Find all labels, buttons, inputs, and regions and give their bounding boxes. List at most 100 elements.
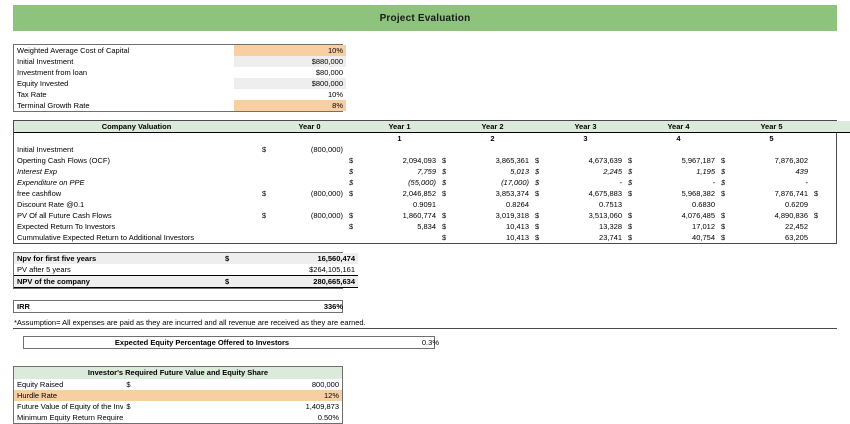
valuation-cell-value[interactable]: (55,000) [408, 178, 436, 187]
valuation-cell-value[interactable]: 17,012 [692, 222, 715, 231]
valuation-cell-value[interactable]: 425,344,003 [825, 188, 850, 199]
valuation-cell-currency: $ [628, 189, 633, 198]
valuation-cell-value[interactable]: 1,860,774 [402, 211, 436, 220]
investor-row-value[interactable]: 12% [232, 390, 342, 401]
valuation-cell-value[interactable] [273, 166, 346, 177]
valuation-cell-value[interactable]: 10,413 [506, 222, 529, 231]
valuation-cell-value[interactable]: 3,513,060 [588, 211, 622, 220]
valuation-cell-currency: $ [442, 233, 447, 242]
npv-row-currency: $ [222, 253, 246, 264]
valuation-cell-value[interactable] [825, 155, 850, 166]
valuation-cell-value[interactable]: 4,076,485 [681, 211, 715, 220]
valuation-cell-value[interactable] [273, 155, 346, 166]
valuation-cell-value[interactable]: (800,000) [310, 145, 343, 154]
investor-row-currency: $ [123, 379, 233, 390]
investor-row-value[interactable]: 0.50% [232, 412, 342, 423]
valuation-row-label: free cashflow [17, 189, 62, 198]
valuation-cell-currency: $ [628, 156, 633, 165]
valuation-cell-currency: $ [442, 211, 447, 220]
valuation-cell-value[interactable]: 4,673,639 [588, 156, 622, 165]
valuation-cell-value[interactable] [825, 232, 850, 243]
valuation-row-label: Discount Rate @0.1 [17, 200, 85, 209]
valuation-cell-value[interactable] [825, 144, 850, 155]
valuation-cell-value[interactable] [825, 221, 850, 232]
valuation-cell-value[interactable]: 3,865,361 [495, 156, 529, 165]
valuation-cell-value[interactable]: 2,094,093 [402, 156, 436, 165]
valuation-cell-value[interactable]: 5,834 [417, 222, 436, 231]
valuation-cell-value[interactable]: 40,754 [692, 233, 715, 242]
period-number-currency-0 [259, 133, 273, 145]
valuation-cell-value[interactable]: 439 [795, 167, 808, 176]
valuation-cell-value[interactable]: 7,876,741 [774, 189, 808, 198]
valuation-cell-value[interactable]: - [712, 178, 716, 187]
assumption-label: Terminal Growth Rate [14, 100, 234, 111]
investor-row-label: Equity Raised [14, 379, 124, 390]
valuation-cell-value[interactable] [360, 144, 439, 155]
valuation-cell-currency [259, 155, 273, 166]
valuation-cell-currency: $ [349, 222, 354, 231]
valuation-cell-value[interactable]: 63,205 [785, 233, 808, 242]
valuation-cell-value[interactable]: 13,328 [599, 222, 622, 231]
valuation-cell-value[interactable] [825, 199, 850, 210]
valuation-cell-value[interactable]: 2,245 [603, 167, 622, 176]
valuation-cell-value[interactable] [639, 144, 718, 155]
valuation-cell-value[interactable]: - [805, 178, 809, 187]
valuation-cell-value[interactable]: - [619, 178, 623, 187]
valuation-cell-value[interactable] [825, 166, 850, 177]
valuation-cell-value[interactable]: 4,675,883 [588, 189, 622, 198]
valuation-cell-value[interactable]: 3,019,318 [495, 211, 529, 220]
period-number-6 [825, 133, 850, 145]
valuation-cell-value[interactable]: 0.7513 [599, 200, 622, 209]
valuation-cell-value[interactable] [273, 221, 346, 232]
valuation-cell-value[interactable]: 3,853,374 [495, 189, 529, 198]
valuation-cell-value[interactable] [273, 177, 346, 188]
valuation-cell-value[interactable] [273, 232, 346, 243]
expected-equity-percentage-value: 0.3% [421, 338, 439, 347]
valuation-cell-currency: $ [442, 167, 447, 176]
valuation-cell-value[interactable] [360, 232, 439, 243]
valuation-cell-value[interactable]: 5,968,382 [681, 189, 715, 198]
valuation-cell-value[interactable]: 0.6209 [785, 200, 808, 209]
valuation-cell-value[interactable] [273, 199, 346, 210]
assumption-value[interactable]: $800,000 [234, 78, 346, 89]
valuation-cell-value[interactable] [453, 144, 532, 155]
column-header-currency-2 [439, 121, 453, 133]
valuation-cell-value[interactable]: 264,105,161 [825, 210, 850, 221]
assumption-value[interactable]: 10% [234, 89, 346, 100]
assumption-value[interactable]: 8% [234, 100, 346, 111]
valuation-cell-value[interactable] [825, 177, 850, 188]
valuation-cell-value[interactable]: (800,000) [310, 189, 343, 198]
assumption-value[interactable]: $880,000 [234, 56, 346, 67]
valuation-cell-value[interactable]: 7,876,302 [774, 156, 808, 165]
valuation-cell-currency: $ [721, 156, 726, 165]
valuation-cell-value[interactable]: 10,413 [506, 233, 529, 242]
table-row: Expenditure on PPE $ (55,000) $ (17,000) $ - $ -… [14, 177, 850, 188]
investor-row-value[interactable]: 800,000 [232, 379, 342, 390]
valuation-cell-value[interactable]: 5,967,187 [681, 156, 715, 165]
period-number-currency-4 [625, 133, 639, 145]
valuation-cell-currency [439, 199, 453, 210]
valuation-cell-currency [346, 232, 360, 243]
valuation-cell-value[interactable]: 2,046,852 [402, 189, 436, 198]
valuation-cell-value[interactable]: 0.6830 [692, 200, 715, 209]
assumption-label: Investment from loan [14, 67, 234, 78]
valuation-cell-value[interactable]: 1,195 [696, 167, 715, 176]
assumption-label: Initial Investment [14, 56, 234, 67]
valuation-cell-value[interactable]: (800,000) [310, 211, 343, 220]
valuation-cell-value[interactable]: 22,452 [785, 222, 808, 231]
column-header-4: Year 4 [639, 121, 718, 133]
valuation-cell-value[interactable]: 4,890,836 [774, 211, 808, 220]
investor-row-value[interactable]: 1,409,873 [232, 401, 342, 412]
valuation-cell-value[interactable]: 5,013 [510, 167, 529, 176]
valuation-cell-value[interactable] [546, 144, 625, 155]
valuation-cell-value[interactable]: 0.8264 [506, 200, 529, 209]
valuation-cell-value[interactable] [732, 144, 811, 155]
valuation-cell-value[interactable]: (17,000) [501, 178, 529, 187]
valuation-cell-value[interactable]: 7,759 [417, 167, 436, 176]
assumption-value[interactable]: 10% [234, 45, 346, 56]
valuation-cell-value[interactable]: 0.9091 [413, 200, 436, 209]
table-row: Expected Return To Investors $5,834 $10,41… [14, 221, 850, 232]
valuation-cell-value[interactable]: 23,741 [599, 233, 622, 242]
assumption-value[interactable]: $80,000 [234, 67, 346, 78]
valuation-row-label: Operting Cash Flows (OCF) [17, 156, 110, 165]
